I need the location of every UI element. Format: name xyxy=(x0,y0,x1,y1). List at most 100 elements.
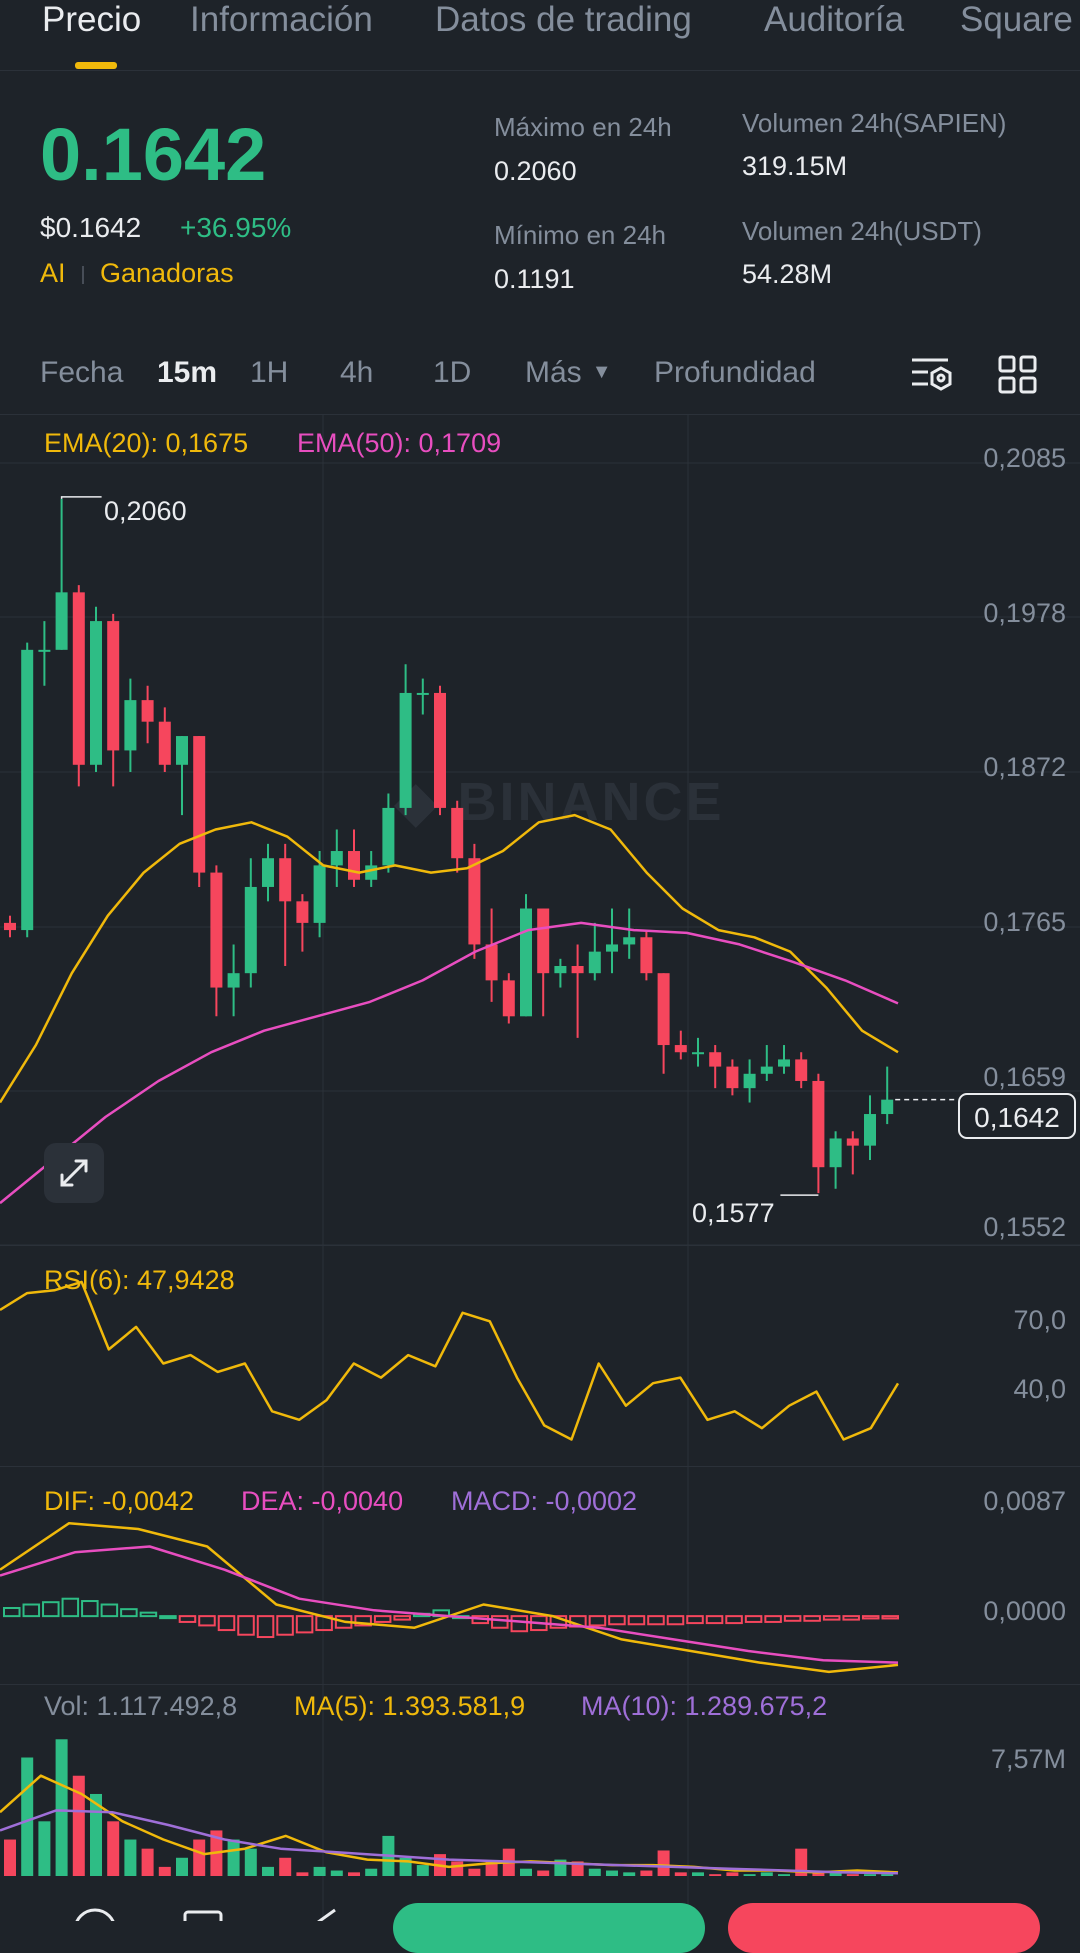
candle-body xyxy=(692,1052,704,1055)
candle-body xyxy=(296,901,309,923)
candle-body xyxy=(313,865,326,923)
macd-histogram-bar xyxy=(842,1615,860,1621)
tab-trading-data[interactable]: Datos de trading xyxy=(435,0,692,39)
volume-ma10-line xyxy=(0,1809,899,1875)
candle-body xyxy=(829,1138,842,1168)
macd-histogram-bar xyxy=(42,1601,60,1618)
high-24h-label: Máximo en 24h xyxy=(494,112,672,142)
timeframe-depth[interactable]: Profundidad xyxy=(654,356,816,389)
volume-bar xyxy=(881,1874,894,1876)
price-axis-label: 0,1659 xyxy=(983,1062,1066,1092)
volume-bar xyxy=(4,1839,16,1876)
candle-body xyxy=(864,1114,876,1146)
candle-body xyxy=(571,966,584,974)
candle-body xyxy=(537,908,550,974)
candle-body xyxy=(468,858,481,945)
volume-bar xyxy=(726,1872,739,1876)
macd-histogram-bar xyxy=(120,1608,138,1618)
fullscreen-button[interactable] xyxy=(44,1143,104,1203)
candle-body xyxy=(520,908,532,1017)
dif-line xyxy=(0,1521,899,1674)
macd-histogram-bar xyxy=(159,1615,177,1620)
macd-histogram-bar xyxy=(627,1615,646,1626)
rsi-axis-label: 70,0 xyxy=(1013,1305,1066,1335)
timeframe-more[interactable]: Más ▼ xyxy=(525,356,611,390)
volume-bar xyxy=(485,1861,498,1876)
macd-histogram-bar xyxy=(881,1615,900,1620)
volume-ma10-legend: MA(10): 1.289.675,2 xyxy=(581,1691,828,1721)
macd-histogram-bar xyxy=(725,1615,743,1625)
volume-bar xyxy=(55,1739,68,1876)
volume-bar xyxy=(864,1874,876,1876)
timeframe-1d[interactable]: 1D xyxy=(433,356,472,389)
volume-bar xyxy=(451,1861,464,1876)
candle-body xyxy=(709,1052,722,1067)
volume-base-value: 319.15M xyxy=(742,151,848,181)
macd-histogram-bar xyxy=(198,1615,216,1627)
candle-body xyxy=(881,1099,894,1115)
tab-square[interactable]: Square xyxy=(960,0,1073,39)
ema20-legend: EMA(20): 0,1675 xyxy=(44,428,249,458)
volume-bar xyxy=(778,1874,790,1876)
chart-settings-icon[interactable] xyxy=(912,358,952,391)
timeframe-15m[interactable]: 15m xyxy=(157,356,218,389)
volume-bar xyxy=(158,1866,171,1876)
header-divider xyxy=(0,70,1080,71)
tab-price[interactable]: Precio xyxy=(42,0,142,39)
volume-bar xyxy=(829,1872,842,1876)
sell-button[interactable] xyxy=(728,1903,1040,1953)
candle-body xyxy=(176,736,188,765)
timeframe-date[interactable]: Fecha xyxy=(40,356,124,389)
macd-histogram-bar xyxy=(276,1615,294,1636)
volume-bar xyxy=(176,1857,188,1876)
macd-histogram-bar xyxy=(3,1607,21,1618)
candle-body xyxy=(193,736,206,873)
candle-body xyxy=(4,922,16,931)
price-axis-label: 0,1552 xyxy=(983,1212,1066,1242)
grid-layout-icon[interactable] xyxy=(998,355,1037,394)
buy-button[interactable] xyxy=(393,1903,705,1953)
timeframe-4h[interactable]: 4h xyxy=(340,356,374,389)
volume-bar xyxy=(21,1757,34,1876)
tab-information[interactable]: Información xyxy=(190,0,373,39)
change-percent: +36.95% xyxy=(180,212,292,243)
high-24h-value: 0.2060 xyxy=(494,156,577,186)
volume-bar xyxy=(262,1866,274,1876)
macd-axis-label: 0,0000 xyxy=(983,1596,1066,1626)
macd-histogram-bar xyxy=(237,1615,255,1636)
macd-legend: MACD: -0,0002 xyxy=(451,1486,638,1516)
candle-body xyxy=(262,858,274,887)
candle-body xyxy=(846,1138,859,1146)
candle-body xyxy=(348,851,360,880)
volume-bar xyxy=(606,1870,618,1876)
macd-histogram-bar xyxy=(354,1615,372,1627)
active-tab-indicator xyxy=(75,62,117,69)
dif-legend: DIF: -0,0042 xyxy=(44,1486,195,1516)
volume-bar xyxy=(674,1872,687,1876)
candle-body xyxy=(330,851,343,866)
volume-bar xyxy=(588,1868,601,1876)
tag-gainers[interactable]: Ganadoras xyxy=(100,258,234,288)
volume-bar xyxy=(468,1868,481,1876)
dea-line xyxy=(0,1545,899,1664)
timeframe-1h[interactable]: 1H xyxy=(250,356,289,389)
macd-histogram-bar xyxy=(822,1615,841,1621)
tab-audit[interactable]: Auditoría xyxy=(764,0,905,39)
tag-ai[interactable]: AI xyxy=(40,258,66,288)
candle-body xyxy=(485,944,498,981)
macd-divider xyxy=(0,1466,1080,1467)
macd-histogram-bar xyxy=(861,1615,880,1620)
volume-bar xyxy=(124,1839,137,1876)
candle-body xyxy=(502,980,515,1017)
rsi-divider xyxy=(0,1245,1080,1246)
macd-axis-label: 0,0087 xyxy=(983,1486,1066,1516)
macd-histogram-bar xyxy=(217,1615,236,1632)
macd-histogram-bar xyxy=(61,1597,80,1618)
volume-bar xyxy=(227,1839,240,1876)
volume-bar xyxy=(107,1821,120,1876)
volume-bar xyxy=(330,1870,343,1876)
volume-quote-label: Volumen 24h(USDT) xyxy=(742,216,982,246)
expand-icon xyxy=(60,1159,88,1187)
candle-body xyxy=(382,807,395,866)
